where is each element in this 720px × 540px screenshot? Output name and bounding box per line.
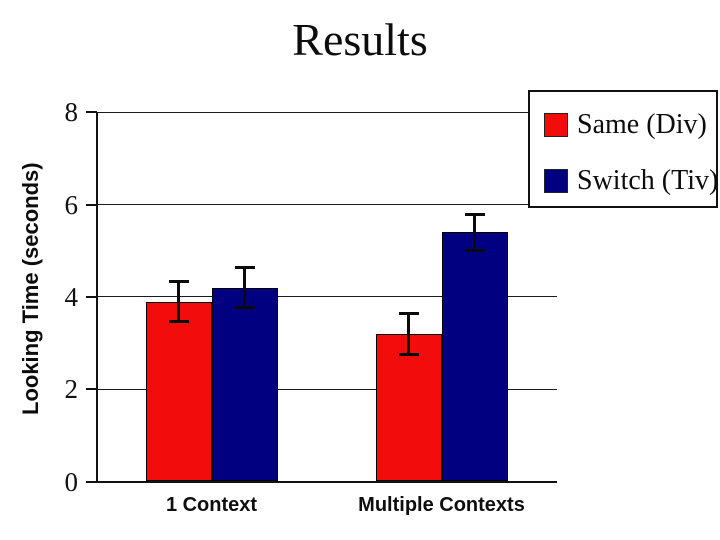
error-bar-cap <box>234 306 255 310</box>
y-tick-label: 4 <box>64 281 79 312</box>
gridline <box>97 296 557 298</box>
gridline <box>97 204 557 206</box>
y-axis-tick <box>86 480 97 483</box>
legend-label: Same (Div) <box>577 109 707 140</box>
legend-swatch-red <box>544 113 568 137</box>
bar-same-div <box>145 301 212 482</box>
y-tick-label: 0 <box>64 466 79 497</box>
legend-label: Switch (Tiv) <box>577 165 719 196</box>
y-tick-label: 8 <box>64 97 79 128</box>
error-bar-cap <box>464 212 485 216</box>
legend-item-switch: Switch (Tiv) <box>544 166 718 196</box>
y-axis-tick <box>86 203 97 206</box>
error-bar-cap <box>234 265 255 269</box>
error-bar-cap <box>398 312 419 316</box>
x-category-label: 1 Context <box>165 494 258 516</box>
error-bar-cap <box>398 352 419 356</box>
bar-switch-tiv <box>441 232 508 482</box>
error-bar <box>473 213 476 251</box>
bar-switch-tiv <box>211 287 278 482</box>
x-axis-line <box>96 480 557 483</box>
error-bar-cap <box>464 248 485 252</box>
error-bar <box>243 266 246 309</box>
y-axis-tick <box>86 111 97 114</box>
gridline <box>97 111 557 113</box>
y-axis-tick <box>86 295 97 298</box>
chart-legend: Same (Div) Switch (Tiv) <box>528 90 718 208</box>
bar-same-div <box>375 333 442 482</box>
legend-swatch-navy <box>544 169 568 193</box>
legend-item-same: Same (Div) <box>544 110 707 140</box>
error-bar <box>177 280 180 323</box>
slide-title: Results <box>292 14 428 65</box>
error-bar-cap <box>168 320 189 324</box>
error-bar <box>407 313 410 355</box>
error-bar-cap <box>168 279 189 283</box>
x-category-label: Multiple Contexts <box>358 494 525 516</box>
gridline <box>97 388 557 390</box>
y-tick-label: 2 <box>64 374 79 405</box>
y-tick-label: 6 <box>64 189 79 220</box>
y-axis-line <box>96 111 98 483</box>
y-axis-tick <box>86 388 97 391</box>
